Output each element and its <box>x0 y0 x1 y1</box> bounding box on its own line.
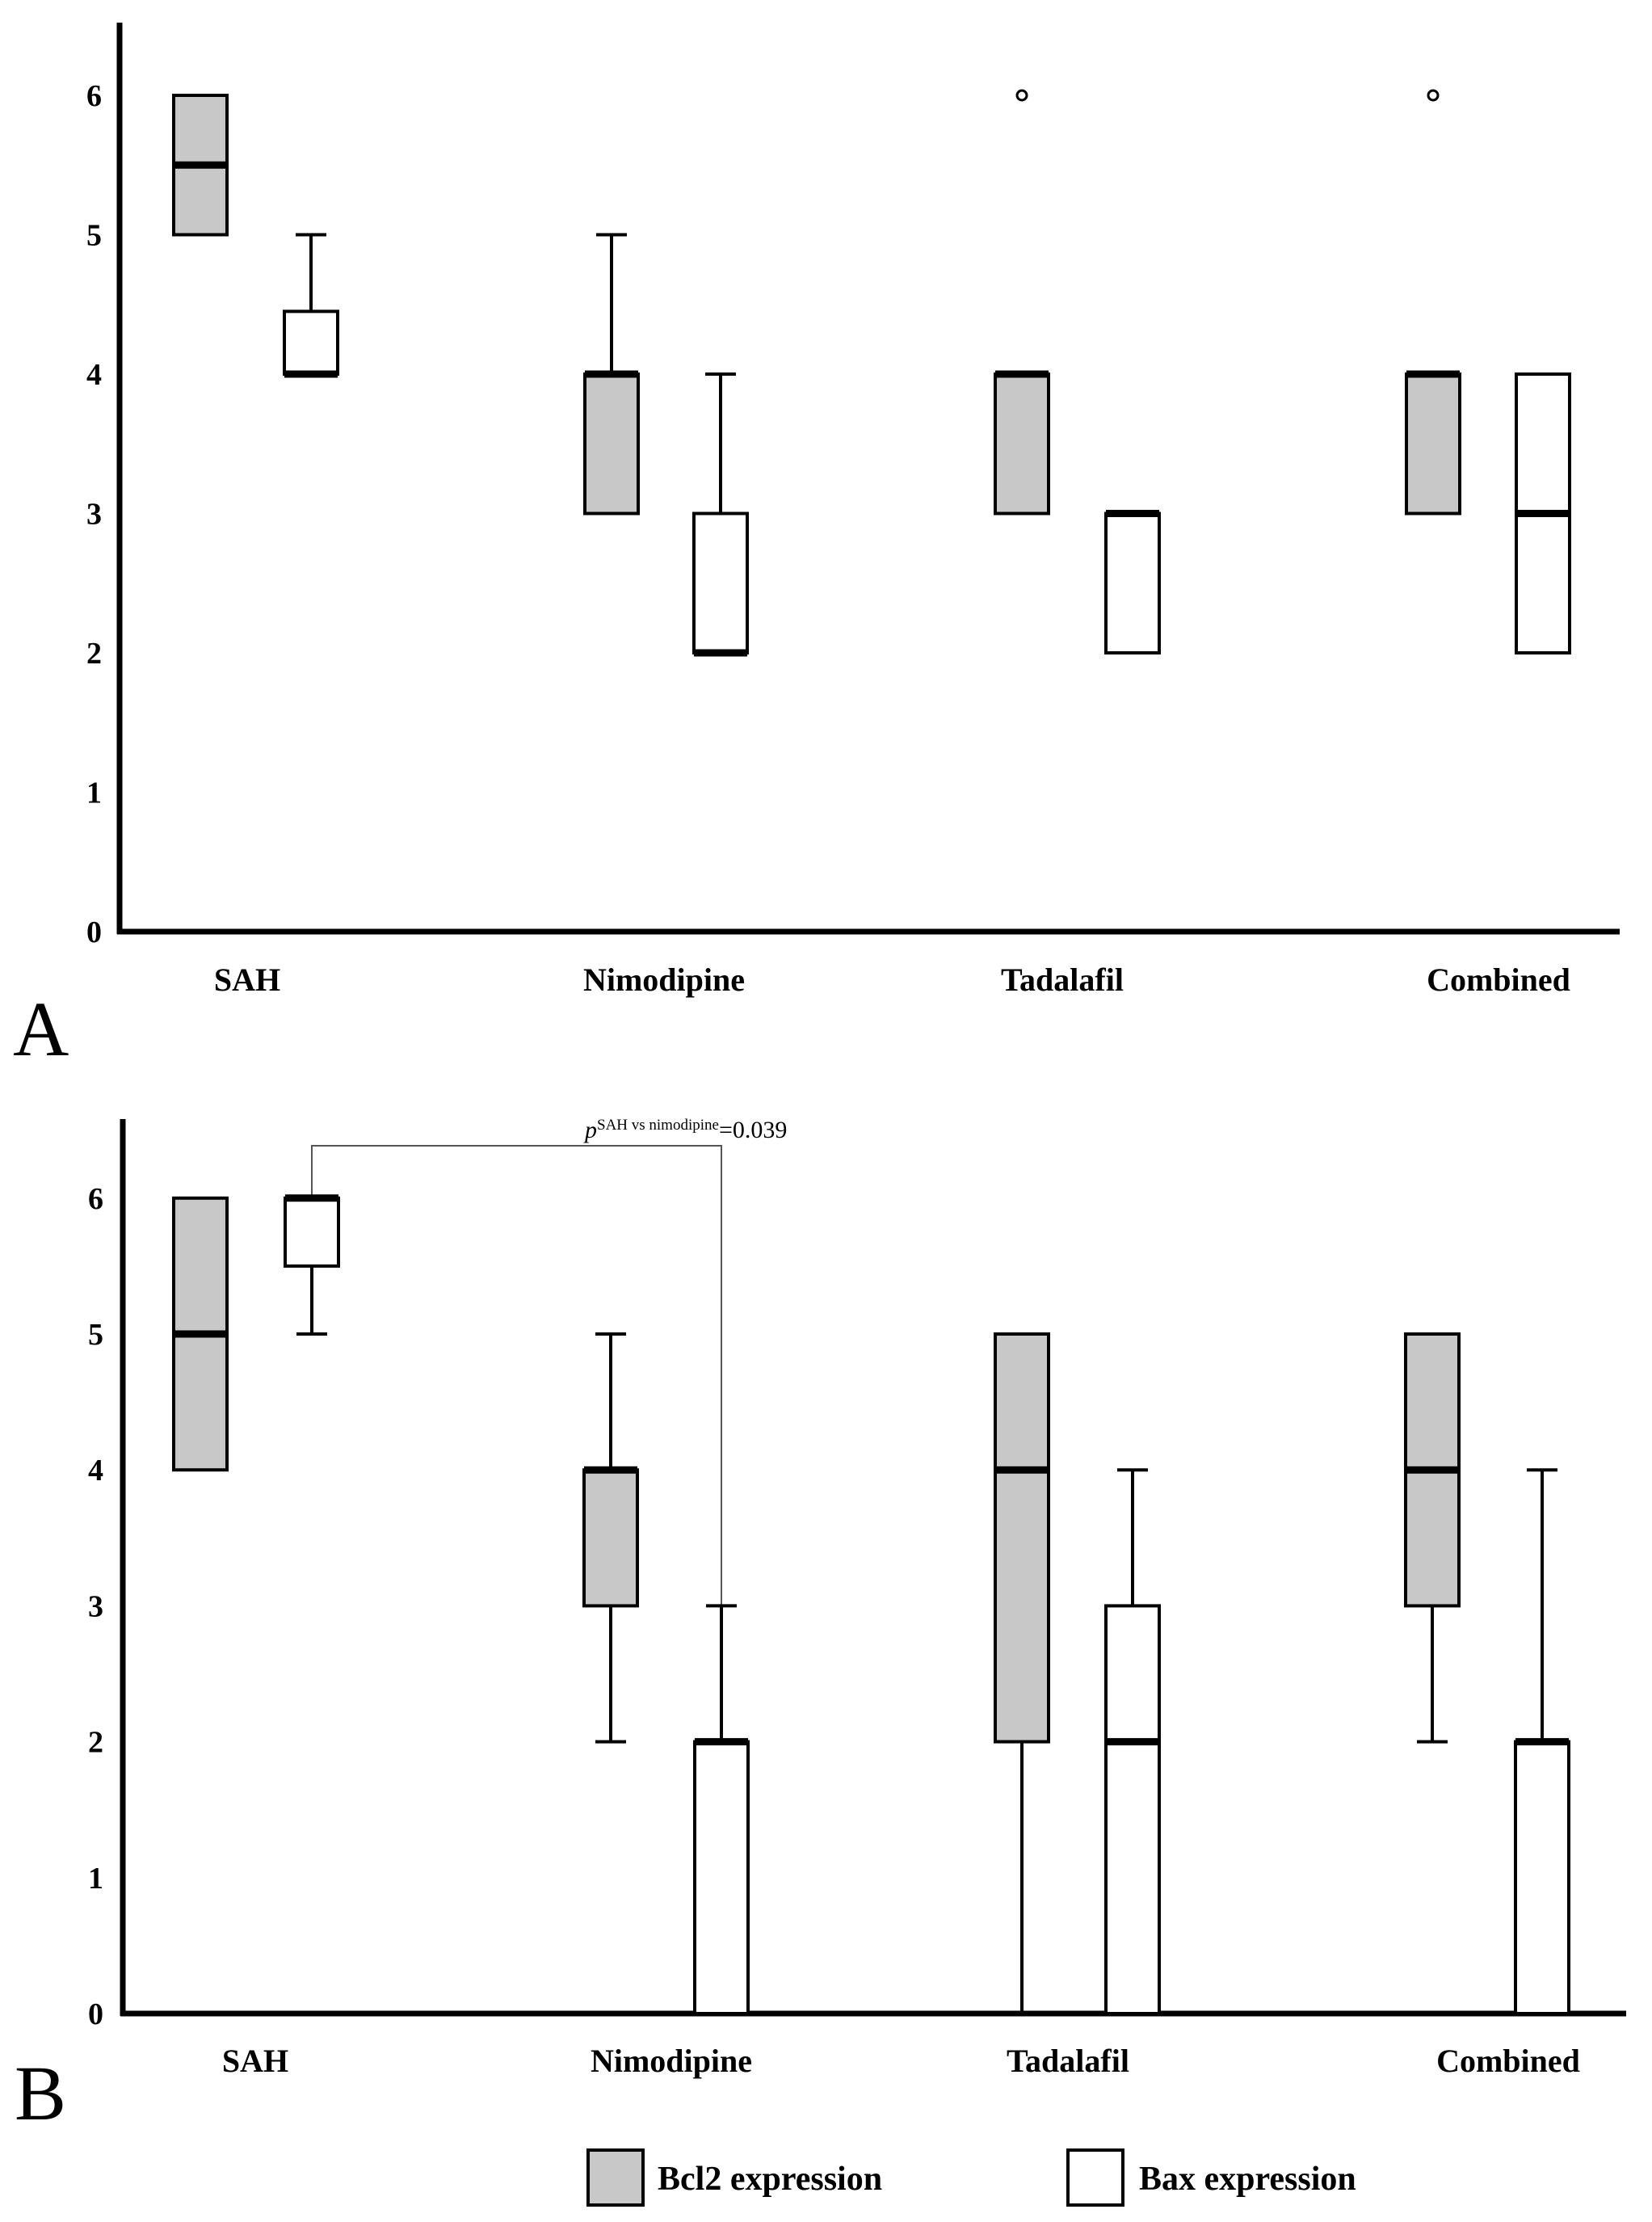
x-tick-labels-a: SAH Nimodipine Tadalafil Combined <box>214 962 1570 998</box>
bracket-line <box>311 1145 722 1606</box>
y-tick-labels-a: 0 1 2 3 4 5 6 <box>86 79 102 949</box>
p-value-superscript: SAH vs nimodipine <box>597 1117 719 1134</box>
outlier-point <box>1427 89 1440 102</box>
y-tick-label: 5 <box>88 1318 103 1352</box>
box <box>994 1332 1050 1744</box>
legend-swatch-bax <box>1066 2148 1124 2207</box>
bax-box-combined <box>1515 372 1571 654</box>
legend-label-bax: Bax expression <box>1139 2161 1356 2198</box>
y-tick-label: 6 <box>88 1182 103 1216</box>
p-value-annotation: pSAH vs nimodipine=0.039 <box>583 1117 787 1143</box>
panel-b: 0 1 2 3 4 5 6 SAH Nimodipine Tadalafil Combine… <box>15 1117 1626 2136</box>
y-tick-label: 1 <box>86 776 102 810</box>
bax-box-tadalafil <box>1104 510 1161 654</box>
y-tick-label: 3 <box>86 498 102 532</box>
x-tick-label: Tadalafil <box>1007 2043 1129 2079</box>
y-tick-label: 5 <box>86 219 102 253</box>
box <box>284 1196 340 1268</box>
bax-box-combined <box>1514 1468 1570 2016</box>
boxes-b <box>172 1194 1570 2016</box>
box <box>582 1468 639 1608</box>
y-tick-label: 0 <box>88 1997 103 2031</box>
bcl2-box-nimodipine <box>582 1332 639 1744</box>
y-tick-labels-b: 0 1 2 3 4 5 6 <box>88 1182 103 2031</box>
x-tick-label: Nimodipine <box>583 962 745 998</box>
x-tick-label: SAH <box>222 2043 288 2079</box>
bax-box-sah <box>284 1194 340 1336</box>
y-tick-label: 4 <box>86 358 102 392</box>
box <box>1514 1740 1570 2016</box>
panel-label-a: A <box>13 986 69 1072</box>
box <box>583 372 640 516</box>
bcl2-box-sah <box>172 1196 229 1472</box>
bcl2-box-tadalafil <box>994 1332 1050 2014</box>
y-tick-label: 1 <box>88 1862 103 1896</box>
bcl2-box-nimodipine <box>583 233 640 516</box>
bcl2-box-sah <box>172 94 229 237</box>
box <box>1104 511 1161 654</box>
bax-box-tadalafil <box>1104 1468 1161 2016</box>
box <box>283 309 339 376</box>
p-value-prefix: p <box>583 1117 597 1143</box>
bcl2-box-tadalafil <box>994 89 1050 516</box>
box <box>692 511 749 654</box>
panel-a: 0 1 2 3 4 5 6 SAH Nimodipine Tadalafil Combine… <box>13 23 1620 1072</box>
x-tick-label: Tadalafil <box>1001 962 1124 998</box>
y-tick-label: 0 <box>86 915 102 949</box>
box <box>994 372 1050 516</box>
legend: Bcl2 expression Bax expression <box>586 2148 1356 2207</box>
x-tick-label: Combined <box>1427 962 1570 998</box>
legend-swatch-bcl2 <box>586 2148 645 2207</box>
significance-bracket <box>311 1145 722 1606</box>
y-tick-label: 3 <box>88 1589 103 1623</box>
x-tick-labels-b: SAH Nimodipine Tadalafil Combined <box>222 2043 1580 2079</box>
bax-box-sah <box>283 233 339 378</box>
bax-box-nimodipine <box>693 1604 750 2016</box>
x-tick-label: SAH <box>214 962 280 998</box>
y-tick-label: 4 <box>88 1454 103 1488</box>
outlier-point <box>1015 89 1028 102</box>
p-value-suffix: =0.039 <box>719 1117 787 1143</box>
legend-label-bcl2: Bcl2 expression <box>658 2161 882 2198</box>
box <box>1104 1604 1161 2016</box>
boxes-a <box>172 89 1571 657</box>
box <box>693 1740 750 2016</box>
y-tick-label: 2 <box>86 637 102 671</box>
y-tick-label: 2 <box>88 1726 103 1760</box>
y-tick-label: 6 <box>86 79 102 113</box>
bcl2-box-combined <box>1404 1332 1461 1744</box>
x-tick-label: Nimodipine <box>591 2043 752 2079</box>
bax-box-nimodipine <box>692 372 749 657</box>
panel-label-b: B <box>15 2050 66 2136</box>
box <box>1405 372 1461 516</box>
bcl2-box-combined <box>1405 89 1461 516</box>
x-tick-label: Combined <box>1436 2043 1580 2079</box>
